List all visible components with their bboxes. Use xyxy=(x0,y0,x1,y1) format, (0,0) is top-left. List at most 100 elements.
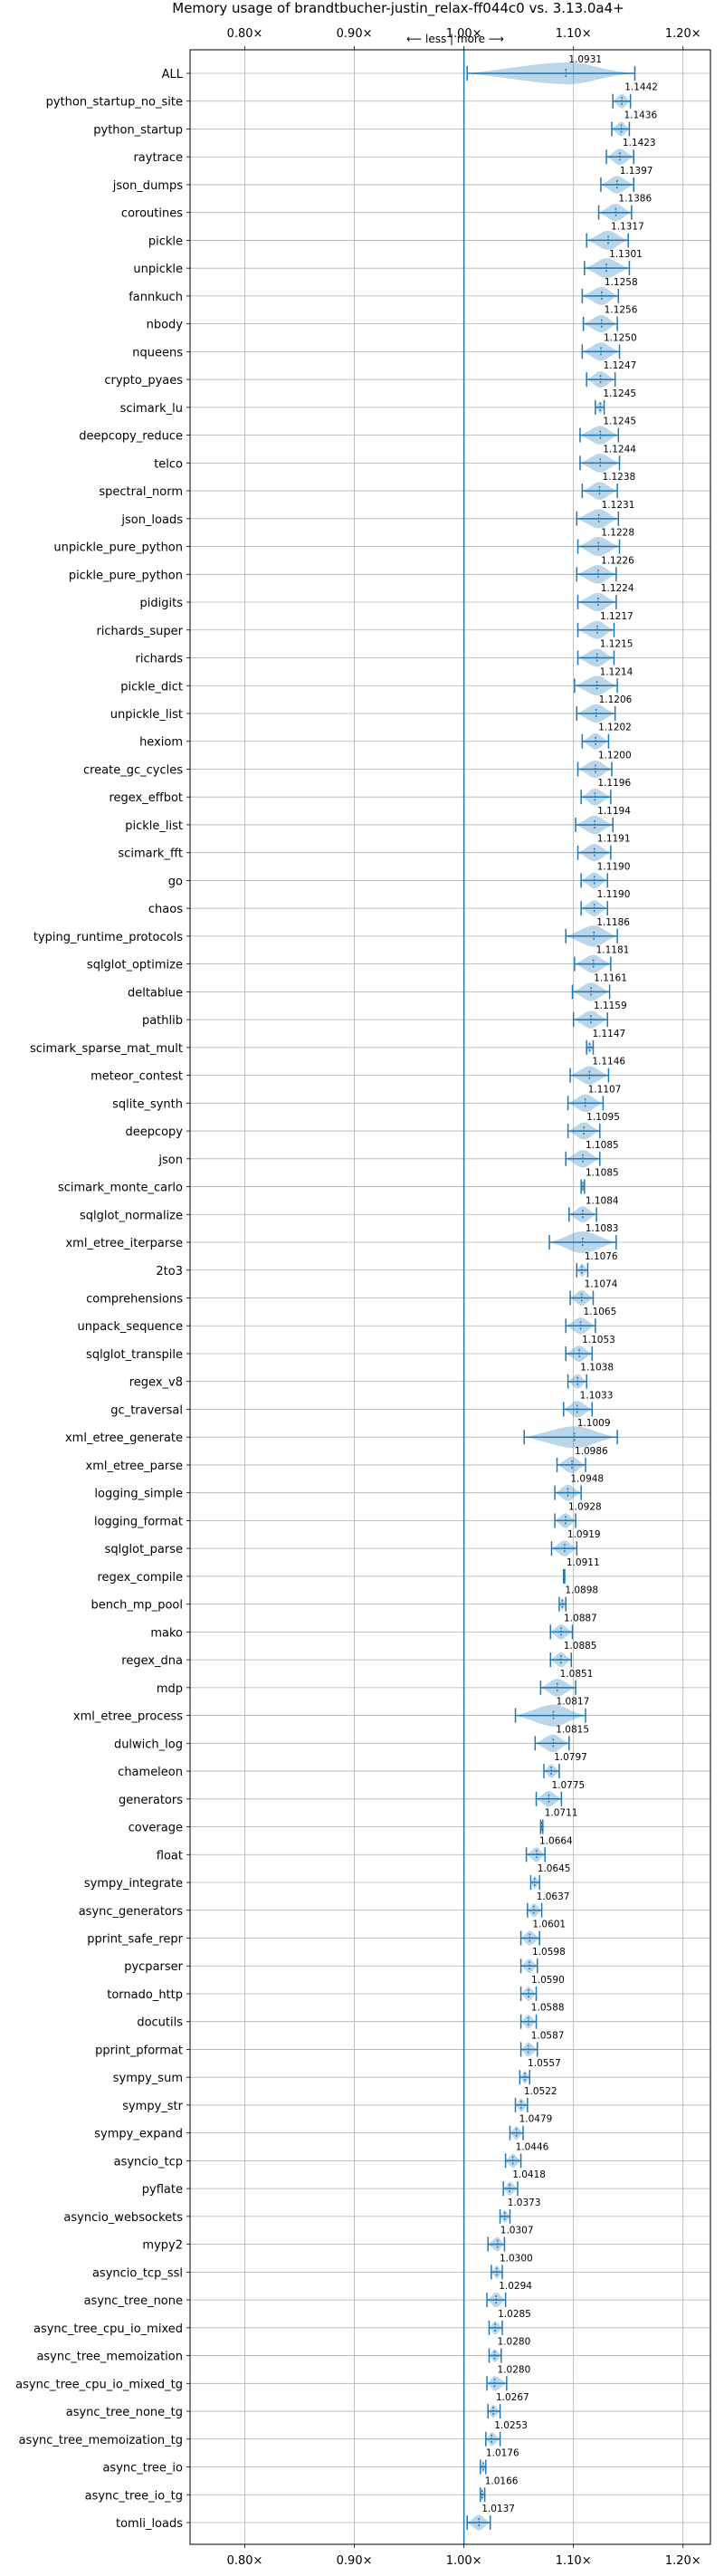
violin-coroutines xyxy=(597,204,633,222)
violin-regex_effbot xyxy=(580,788,612,806)
violin-comprehensions xyxy=(569,1289,595,1307)
y-tick-label: async_tree_cpu_io_mixed_tg xyxy=(15,2378,183,2391)
value-label: 1.1194 xyxy=(597,806,631,817)
y-tick-label: nqueens xyxy=(132,346,183,359)
violin-sqlglot_transpile xyxy=(565,1345,594,1362)
value-label: 1.1206 xyxy=(599,694,633,705)
violin-unpickle_pure_python xyxy=(576,536,621,557)
y-tick-label: tornado_http xyxy=(107,1988,183,2002)
y-tick-label: unpack_sequence xyxy=(77,1320,183,1334)
violin-xml_etree_iterparse xyxy=(548,1231,617,1254)
y-tick-label: coverage xyxy=(129,1822,183,1835)
y-tick-label: dulwich_log xyxy=(114,1738,183,1751)
x-tick-label-top: 0.90× xyxy=(337,27,373,41)
plot-frame xyxy=(189,49,711,2545)
y-tick-label: async_tree_none_tg xyxy=(66,2406,183,2419)
value-label: 1.1085 xyxy=(586,1140,619,1151)
value-label: 1.0587 xyxy=(531,2030,565,2041)
violin-telco xyxy=(579,453,621,473)
y-tick-label: xml_etree_parse xyxy=(86,1460,183,1473)
value-label: 1.1217 xyxy=(600,611,634,622)
violin-async_generators xyxy=(527,1902,543,1918)
value-label: 1.1053 xyxy=(582,1335,615,1345)
y-tick-label: sympy_expand xyxy=(94,2128,183,2141)
x-tick-label-top: 1.10× xyxy=(556,27,592,41)
violin-pidigits xyxy=(576,592,617,612)
value-label: 1.1181 xyxy=(596,945,630,956)
violin-unpickle_list xyxy=(576,704,616,723)
violin-dulwich_log xyxy=(534,1734,570,1753)
violin-pyflate xyxy=(502,2181,519,2197)
y-tick-label: pidigits xyxy=(140,597,184,610)
value-label: 1.1107 xyxy=(588,1084,622,1095)
y-tick-label: xml_etree_iterparse xyxy=(65,1237,183,1250)
value-label: 1.1247 xyxy=(604,360,637,371)
y-tick-label: scimark_lu xyxy=(120,402,183,416)
violin-async_tree_cpu_io_mixed_tg xyxy=(486,2376,508,2391)
y-tick-label: regex_v8 xyxy=(129,1376,183,1390)
violin-asyncio_websockets xyxy=(499,2208,511,2224)
violin-tornado_http xyxy=(519,1986,538,2001)
value-label: 1.1038 xyxy=(580,1363,614,1374)
y-tick-label: richards xyxy=(136,653,184,666)
y-tick-label: raytrace xyxy=(133,151,183,165)
violin-sympy_expand xyxy=(509,2125,524,2140)
violin-async_tree_none xyxy=(486,2293,507,2308)
y-tick-label: crypto_pyaes xyxy=(104,374,183,388)
value-label: 1.0166 xyxy=(485,2475,519,2486)
value-label: 1.0797 xyxy=(554,1752,587,1763)
x-tick-label-bottom: 0.80× xyxy=(227,2554,263,2568)
value-label: 1.0887 xyxy=(564,1613,597,1623)
y-tick-label: tomli_loads xyxy=(116,2517,183,2531)
value-label: 1.1250 xyxy=(604,332,637,343)
y-tick-label: coroutines xyxy=(121,207,183,221)
value-label: 1.0267 xyxy=(496,2392,529,2403)
violin-ALL xyxy=(466,62,636,84)
value-label: 1.0300 xyxy=(500,2253,533,2264)
violin-spectral_norm xyxy=(581,482,618,500)
y-tick-label: json xyxy=(157,1154,183,1167)
y-tick-label: fannkuch xyxy=(129,291,183,304)
value-label: 1.0280 xyxy=(498,2337,531,2348)
value-label: 1.0919 xyxy=(567,1529,601,1540)
y-tick-label: sympy_str xyxy=(122,2100,183,2113)
value-label: 1.0479 xyxy=(519,2114,553,2125)
violin-nbody xyxy=(582,314,618,333)
violin-async_tree_cpu_io_mixed xyxy=(488,2320,503,2335)
violin-create_gc_cycles xyxy=(576,760,613,779)
violin-chameleon xyxy=(543,1764,560,1779)
y-tick-label: scimark_sparse_mat_mult xyxy=(30,1042,183,1056)
y-tick-label: sqlglot_parse xyxy=(105,1543,183,1556)
violin-deepcopy_reduce xyxy=(579,426,620,445)
y-tick-label: logging_format xyxy=(94,1515,183,1528)
y-tick-label: xml_etree_process xyxy=(73,1710,183,1724)
x-tick-label-top: 1.20× xyxy=(665,27,701,41)
y-tick-label: sqlglot_transpile xyxy=(86,1348,183,1362)
y-tick-label: xml_etree_generate xyxy=(65,1432,183,1445)
y-tick-label: nbody xyxy=(147,319,184,332)
y-tick-label: python_startup_no_site xyxy=(46,96,183,110)
violin-float xyxy=(525,1847,546,1863)
violin-richards_super xyxy=(576,620,615,639)
y-tick-label: ALL xyxy=(162,68,184,81)
violin-json_loads xyxy=(576,509,620,529)
violin-deltablue xyxy=(571,982,611,1001)
violin-unpack_sequence xyxy=(565,1317,596,1335)
value-label: 1.1423 xyxy=(623,138,656,148)
y-tick-label: comprehensions xyxy=(86,1293,183,1307)
y-tick-label: chaos xyxy=(148,903,183,916)
y-tick-label: pyflate xyxy=(142,2183,183,2197)
y-tick-label: chameleon xyxy=(118,1766,183,1779)
value-label: 1.1146 xyxy=(592,1057,625,1068)
axis-layer: 0.80× 0.80× 0.90× 0.90× 1.00× 1.00× 1.10× 1.10×… xyxy=(15,27,711,2568)
value-label: 1.1076 xyxy=(585,1251,618,1262)
value-label: 1.1083 xyxy=(586,1223,619,1234)
violin-hexiom xyxy=(581,733,610,750)
violin-sqlglot_optimize xyxy=(574,954,612,973)
y-tick-label: go xyxy=(168,875,183,888)
violin-gc_traversal xyxy=(563,1401,594,1418)
value-label: 1.1245 xyxy=(603,388,636,399)
x-tick-label-top: 0.80× xyxy=(227,27,263,41)
